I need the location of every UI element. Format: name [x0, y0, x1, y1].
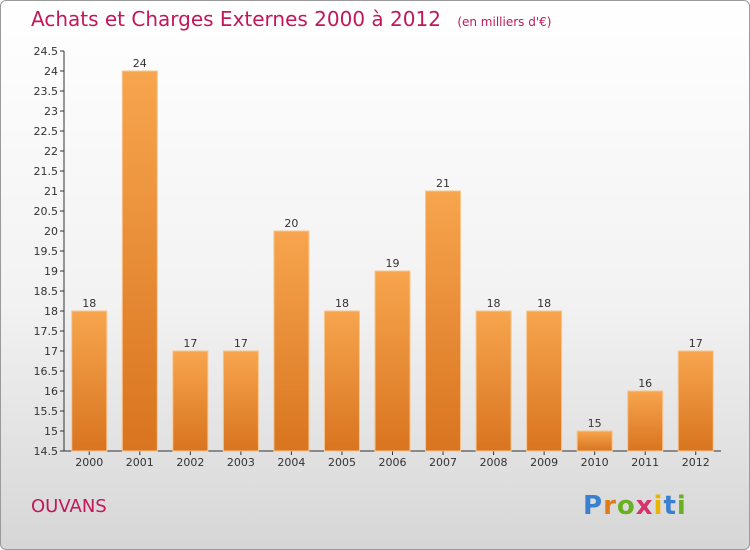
y-tick-label: 15.5 — [34, 405, 59, 418]
y-tick-label: 20.5 — [34, 205, 59, 218]
y-tick-label: 23 — [44, 105, 58, 118]
bar-2000 — [71, 310, 108, 452]
y-tick-label: 21.5 — [34, 165, 59, 178]
value-label: 17 — [689, 337, 703, 350]
y-tick-label: 14.5 — [34, 445, 59, 458]
value-label: 16 — [638, 377, 652, 390]
bar-2010 — [576, 430, 613, 452]
x-tick-label: 2012 — [682, 456, 710, 469]
value-label: 18 — [537, 297, 551, 310]
y-tick-label: 24 — [44, 65, 58, 78]
value-label: 18 — [82, 297, 96, 310]
chart-title-text: Achats et Charges Externes 2000 à 2012 — [31, 7, 441, 31]
x-tick-label: 2009 — [530, 456, 558, 469]
y-tick-label: 23.5 — [34, 85, 59, 98]
x-tick-label: 2007 — [429, 456, 457, 469]
x-tick-label: 2006 — [379, 456, 407, 469]
proxiti-logo: Proxiti — [583, 491, 687, 521]
y-tick-label: 15 — [44, 425, 58, 438]
town-name: OUVANS — [31, 496, 107, 517]
value-label: 20 — [284, 217, 298, 230]
y-tick-label: 18.5 — [34, 285, 59, 298]
value-label: 24 — [133, 57, 147, 70]
y-tick-label: 24.5 — [34, 45, 59, 58]
bar-2012 — [677, 350, 714, 452]
value-label: 18 — [335, 297, 349, 310]
value-label: 18 — [487, 297, 501, 310]
chart-unit: (en milliers d'€) — [457, 15, 552, 29]
y-tick-label: 19 — [44, 265, 58, 278]
bar-2011 — [627, 390, 664, 452]
x-tick-label: 2010 — [581, 456, 609, 469]
chart-title: Achats et Charges Externes 2000 à 2012 (… — [31, 7, 551, 31]
y-tick-label: 19.5 — [34, 245, 59, 258]
x-tick-label: 2002 — [176, 456, 204, 469]
bar-2001 — [121, 70, 158, 452]
x-tick-label: 2004 — [277, 456, 305, 469]
y-tick-label: 17 — [44, 345, 58, 358]
y-tick-label: 18 — [44, 305, 58, 318]
x-tick-label: 2011 — [631, 456, 659, 469]
value-label: 15 — [588, 417, 602, 430]
y-tick-label: 21 — [44, 185, 58, 198]
value-label: 17 — [234, 337, 248, 350]
value-label: 19 — [386, 257, 400, 270]
y-tick-label: 16.5 — [34, 365, 59, 378]
y-tick-label: 22.5 — [34, 125, 59, 138]
y-tick-label: 17.5 — [34, 325, 59, 338]
bar-2009 — [526, 310, 563, 452]
bar-2005 — [323, 310, 360, 452]
bar-2002 — [172, 350, 209, 452]
x-tick-label: 2003 — [227, 456, 255, 469]
bar-2004 — [273, 230, 310, 452]
y-tick-label: 16 — [44, 385, 58, 398]
bar-2003 — [222, 350, 259, 452]
y-tick-label: 20 — [44, 225, 58, 238]
bar-2006 — [374, 270, 411, 452]
bar-2008 — [475, 310, 512, 452]
x-tick-label: 2008 — [480, 456, 508, 469]
x-tick-label: 2005 — [328, 456, 356, 469]
y-tick-label: 22 — [44, 145, 58, 158]
x-tick-label: 2000 — [75, 456, 103, 469]
value-label: 17 — [183, 337, 197, 350]
value-label: 21 — [436, 177, 450, 190]
x-tick-label: 2001 — [126, 456, 154, 469]
bar-2007 — [425, 190, 462, 452]
